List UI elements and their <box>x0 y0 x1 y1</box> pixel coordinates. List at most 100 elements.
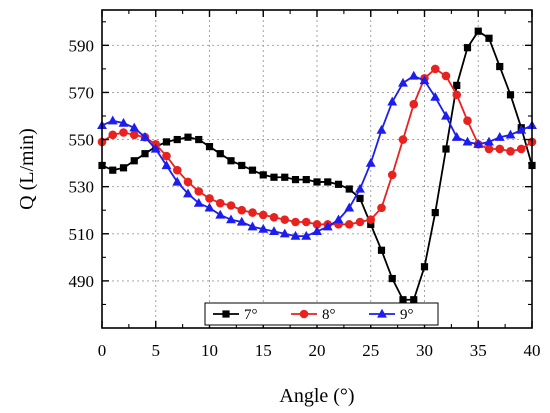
data-point <box>183 188 193 198</box>
data-point <box>431 208 439 217</box>
data-point <box>441 110 451 120</box>
data-point <box>119 128 128 137</box>
data-point <box>107 115 118 125</box>
data-point <box>506 91 515 99</box>
data-point <box>279 228 290 238</box>
data-point <box>463 44 472 52</box>
data-point <box>451 132 462 141</box>
data-point <box>291 217 300 227</box>
data-point <box>462 136 473 146</box>
data-point <box>129 122 140 132</box>
x-tick-label: 30 <box>416 341 433 360</box>
data-point <box>484 144 494 154</box>
data-point <box>398 135 408 144</box>
data-point <box>281 173 289 181</box>
data-point <box>453 81 461 89</box>
x-tick-label: 10 <box>201 341 218 360</box>
data-point <box>496 62 504 71</box>
data-point <box>216 150 224 158</box>
data-point <box>193 197 204 207</box>
data-point <box>194 187 204 196</box>
data-point <box>355 183 365 193</box>
data-point <box>312 226 322 236</box>
data-point <box>195 135 203 144</box>
data-point <box>248 166 257 174</box>
data-point <box>408 70 419 80</box>
data-point <box>290 230 301 240</box>
data-point <box>248 208 257 217</box>
data-point <box>205 194 214 203</box>
data-point <box>377 203 386 213</box>
data-point <box>473 139 484 148</box>
data-point <box>130 157 138 165</box>
data-point <box>141 150 149 158</box>
data-point <box>355 217 365 227</box>
data-point <box>118 117 129 127</box>
legend-label: 7° <box>244 307 258 323</box>
y-tick-label: 490 <box>69 272 95 291</box>
data-point <box>430 64 440 74</box>
data-point <box>345 185 353 193</box>
data-point <box>441 71 451 81</box>
data-point <box>150 143 161 153</box>
data-point <box>474 27 482 35</box>
data-point <box>269 212 279 222</box>
data-point <box>162 151 171 161</box>
data-point <box>495 144 505 154</box>
data-point <box>485 34 493 42</box>
data-point <box>334 180 343 188</box>
legend-marker <box>222 310 230 318</box>
data-point <box>204 202 215 212</box>
series-3 <box>97 70 537 240</box>
legend: 7° 8° 9° <box>204 302 439 326</box>
y-tick-label: 530 <box>69 178 95 197</box>
data-point <box>410 296 418 304</box>
data-point <box>494 132 505 141</box>
x-tick-label: 20 <box>309 341 326 360</box>
data-point <box>109 166 117 174</box>
data-point <box>366 215 376 224</box>
data-point <box>259 171 267 179</box>
data-point <box>516 124 527 134</box>
legend-box <box>204 302 439 326</box>
legend-label: 9° <box>400 307 414 323</box>
data-point <box>161 160 172 170</box>
data-point <box>302 176 310 184</box>
data-point <box>226 201 236 210</box>
data-point <box>463 116 472 126</box>
y-tick-label: 550 <box>69 131 95 150</box>
data-point <box>312 220 322 229</box>
legend-item: 7° <box>213 307 258 323</box>
data-point <box>324 178 332 186</box>
data-point <box>430 91 441 101</box>
x-tick-label: 15 <box>255 341 272 360</box>
y-tick-label: 590 <box>69 36 95 55</box>
data-point <box>399 296 407 304</box>
data-point <box>420 263 429 271</box>
data-point <box>280 215 290 224</box>
data-point <box>269 226 279 236</box>
data-point <box>162 138 171 146</box>
data-point <box>172 176 183 186</box>
data-point <box>215 198 225 208</box>
data-point <box>172 165 182 175</box>
data-point <box>367 220 375 228</box>
data-point <box>291 176 300 184</box>
data-point <box>238 161 246 170</box>
data-point <box>301 217 311 227</box>
data-point <box>506 147 515 156</box>
data-point <box>183 177 193 187</box>
legend-marker <box>299 309 309 319</box>
data-point <box>376 124 387 134</box>
data-point <box>140 132 150 141</box>
grid-lines <box>102 10 532 328</box>
x-tick-label: 35 <box>470 341 487 360</box>
data-point <box>484 136 494 146</box>
data-point <box>258 223 269 233</box>
data-point <box>173 135 181 144</box>
data-point <box>365 157 376 167</box>
y-axis-title: Q (L/min) <box>16 128 38 210</box>
x-tick-label: 25 <box>362 341 379 360</box>
data-point <box>452 90 462 100</box>
data-point <box>398 77 408 87</box>
